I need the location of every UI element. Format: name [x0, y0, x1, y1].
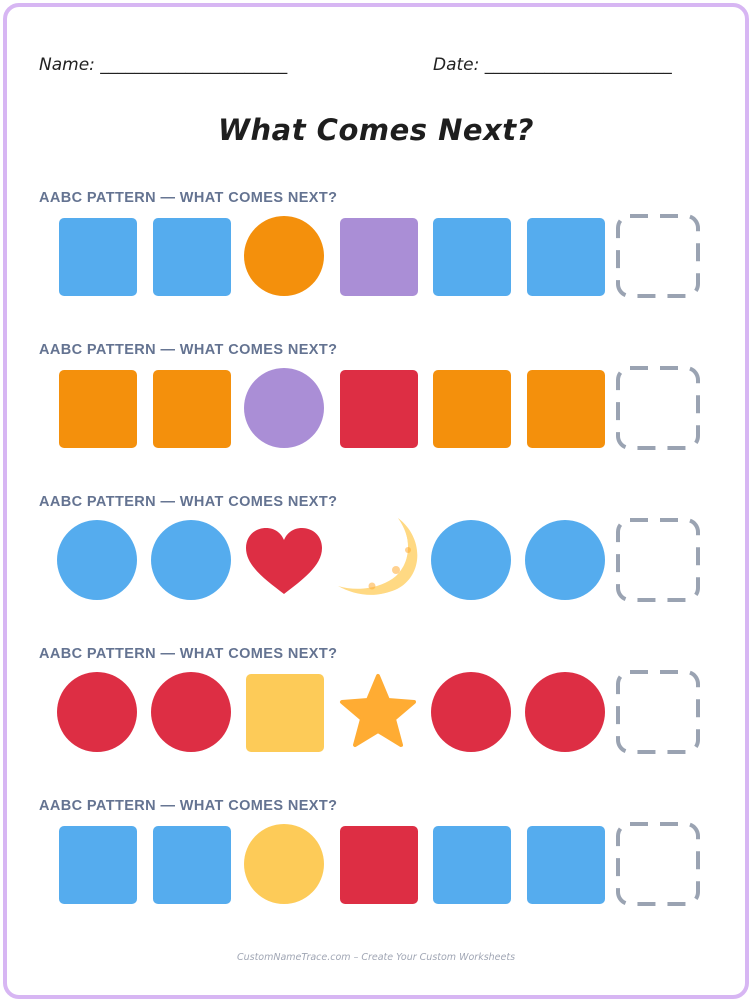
shape-row [7, 210, 749, 310]
square-shape [519, 210, 611, 302]
pattern-label: AABC PATTERN — WHAT COMES NEXT? [39, 646, 338, 662]
shape-row [7, 666, 749, 766]
circle-shape [145, 666, 237, 758]
pattern-section-2: AABC PATTERN — WHAT COMES NEXT? [7, 342, 745, 482]
square-shape [51, 210, 143, 302]
circle-shape [519, 666, 611, 758]
answer-blank-box[interactable] [612, 818, 704, 910]
circle-shape [145, 514, 237, 606]
square-shape [145, 362, 237, 454]
square-shape [425, 210, 517, 302]
header-row: Name: ______________________ Date: _____… [39, 55, 713, 85]
square-shape [425, 818, 517, 910]
square-shape [145, 818, 237, 910]
circle-shape [238, 362, 330, 454]
circle-shape [519, 514, 611, 606]
shape-row [7, 818, 749, 918]
date-field[interactable]: Date: ______________________ [433, 55, 672, 75]
square-shape [425, 362, 517, 454]
circle-shape [425, 514, 517, 606]
answer-blank-box[interactable] [612, 362, 704, 454]
circle-shape [51, 514, 143, 606]
worksheet-page: Name: ______________________ Date: _____… [3, 3, 749, 999]
square-shape [519, 818, 611, 910]
square-shape [332, 362, 424, 454]
square-shape [332, 818, 424, 910]
square-shape [519, 362, 611, 454]
pattern-label: AABC PATTERN — WHAT COMES NEXT? [39, 798, 338, 814]
circle-shape [51, 666, 143, 758]
answer-blank-box[interactable] [612, 210, 704, 302]
square-shape [145, 210, 237, 302]
square-shape [51, 818, 143, 910]
pattern-label: AABC PATTERN — WHAT COMES NEXT? [39, 342, 338, 358]
circle-shape [425, 666, 517, 758]
moon-icon [332, 514, 424, 606]
answer-blank-box[interactable] [612, 514, 704, 606]
footer-credit: CustomNameTrace.com – Create Your Custom… [236, 952, 516, 963]
square-shape [238, 666, 330, 758]
circle-shape [238, 210, 330, 302]
pattern-section-1: AABC PATTERN — WHAT COMES NEXT? [7, 190, 745, 330]
circle-shape [238, 818, 330, 910]
pattern-label: AABC PATTERN — WHAT COMES NEXT? [39, 494, 338, 510]
star-icon [332, 666, 424, 758]
shape-row [7, 362, 749, 462]
pattern-section-4: AABC PATTERN — WHAT COMES NEXT? [7, 646, 745, 786]
square-shape [51, 362, 143, 454]
heart-icon [238, 514, 330, 606]
page-title: What Comes Next? [218, 113, 534, 147]
name-field[interactable]: Name: ______________________ [39, 55, 288, 75]
pattern-section-3: AABC PATTERN — WHAT COMES NEXT? [7, 494, 745, 634]
pattern-label: AABC PATTERN — WHAT COMES NEXT? [39, 190, 338, 206]
answer-blank-box[interactable] [612, 666, 704, 758]
square-shape [332, 210, 424, 302]
pattern-section-5: AABC PATTERN — WHAT COMES NEXT? [7, 798, 745, 938]
shape-row [7, 514, 749, 614]
